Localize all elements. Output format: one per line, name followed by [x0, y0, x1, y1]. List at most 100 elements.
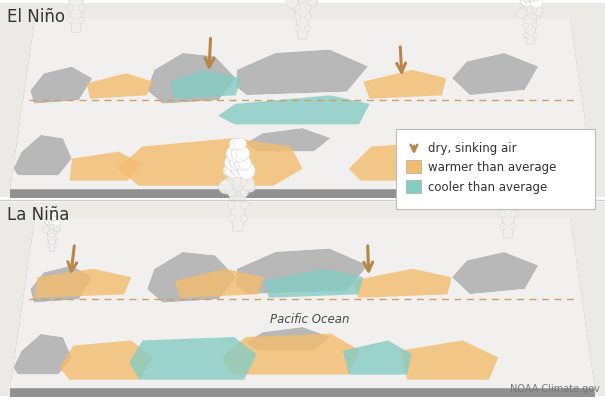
- Circle shape: [499, 161, 513, 176]
- Circle shape: [525, 0, 535, 6]
- Circle shape: [530, 0, 540, 7]
- Circle shape: [235, 139, 246, 151]
- Circle shape: [514, 193, 523, 203]
- Circle shape: [521, 0, 530, 2]
- Circle shape: [496, 176, 509, 188]
- Circle shape: [499, 200, 506, 207]
- Polygon shape: [236, 249, 368, 295]
- Circle shape: [498, 163, 509, 174]
- Circle shape: [240, 215, 247, 223]
- Circle shape: [305, 15, 312, 21]
- Circle shape: [49, 209, 57, 218]
- Circle shape: [500, 170, 512, 181]
- Circle shape: [528, 0, 540, 2]
- Circle shape: [53, 237, 57, 241]
- Circle shape: [501, 168, 515, 182]
- Polygon shape: [228, 185, 247, 232]
- Circle shape: [520, 8, 527, 16]
- Circle shape: [48, 218, 54, 224]
- Polygon shape: [147, 53, 236, 105]
- Circle shape: [79, 0, 85, 1]
- Circle shape: [218, 180, 233, 194]
- Circle shape: [523, 34, 529, 39]
- Circle shape: [309, 0, 318, 8]
- Circle shape: [67, 0, 74, 1]
- Circle shape: [497, 171, 508, 182]
- Polygon shape: [147, 252, 236, 303]
- Polygon shape: [570, 218, 595, 397]
- Circle shape: [47, 206, 53, 212]
- Text: La Niña: La Niña: [7, 205, 70, 223]
- Circle shape: [241, 189, 249, 197]
- Circle shape: [231, 148, 244, 161]
- Circle shape: [47, 237, 50, 241]
- Circle shape: [535, 10, 543, 18]
- Circle shape: [224, 161, 242, 178]
- Circle shape: [236, 176, 247, 187]
- Text: dry, sinking air: dry, sinking air: [428, 142, 517, 155]
- Circle shape: [47, 231, 50, 235]
- Circle shape: [46, 209, 55, 218]
- Polygon shape: [222, 334, 360, 375]
- Circle shape: [511, 200, 517, 207]
- Circle shape: [49, 206, 55, 212]
- Circle shape: [532, 6, 543, 17]
- Circle shape: [68, 18, 74, 25]
- Circle shape: [224, 163, 238, 178]
- Circle shape: [502, 163, 514, 174]
- Circle shape: [240, 202, 248, 209]
- Circle shape: [509, 171, 520, 182]
- Circle shape: [231, 162, 245, 176]
- Circle shape: [53, 225, 60, 232]
- Circle shape: [501, 176, 511, 186]
- Circle shape: [227, 175, 241, 189]
- Polygon shape: [352, 269, 452, 298]
- Circle shape: [51, 218, 59, 225]
- Circle shape: [505, 169, 519, 183]
- FancyBboxPatch shape: [406, 160, 421, 174]
- Circle shape: [517, 9, 527, 19]
- Circle shape: [507, 177, 517, 187]
- Circle shape: [230, 154, 246, 170]
- Text: cooler than average: cooler than average: [428, 181, 548, 194]
- Circle shape: [293, 15, 300, 21]
- Polygon shape: [10, 20, 595, 190]
- Circle shape: [48, 217, 56, 225]
- Circle shape: [238, 162, 255, 180]
- Circle shape: [234, 156, 247, 169]
- Polygon shape: [246, 128, 331, 152]
- Circle shape: [51, 218, 57, 224]
- Circle shape: [305, 4, 312, 11]
- Polygon shape: [246, 327, 331, 351]
- Circle shape: [48, 210, 55, 217]
- Circle shape: [529, 0, 538, 6]
- Circle shape: [53, 231, 57, 235]
- Circle shape: [294, 26, 301, 32]
- Circle shape: [520, 0, 528, 7]
- Circle shape: [47, 224, 53, 231]
- Circle shape: [45, 214, 53, 222]
- Circle shape: [226, 146, 244, 163]
- Circle shape: [521, 0, 534, 8]
- Circle shape: [244, 182, 255, 193]
- Polygon shape: [364, 71, 446, 99]
- Polygon shape: [10, 218, 595, 388]
- Circle shape: [46, 210, 53, 217]
- Circle shape: [236, 148, 250, 161]
- Polygon shape: [129, 337, 257, 380]
- Circle shape: [531, 0, 543, 9]
- FancyBboxPatch shape: [406, 180, 421, 194]
- Circle shape: [531, 0, 540, 2]
- Circle shape: [502, 175, 514, 188]
- Circle shape: [510, 224, 516, 230]
- Polygon shape: [452, 53, 538, 96]
- Polygon shape: [13, 334, 72, 375]
- Circle shape: [500, 224, 506, 230]
- Circle shape: [241, 177, 255, 191]
- Polygon shape: [10, 218, 35, 397]
- Polygon shape: [47, 229, 56, 252]
- Circle shape: [52, 215, 59, 221]
- Polygon shape: [295, 1, 310, 40]
- Polygon shape: [117, 139, 302, 186]
- Polygon shape: [68, 0, 84, 33]
